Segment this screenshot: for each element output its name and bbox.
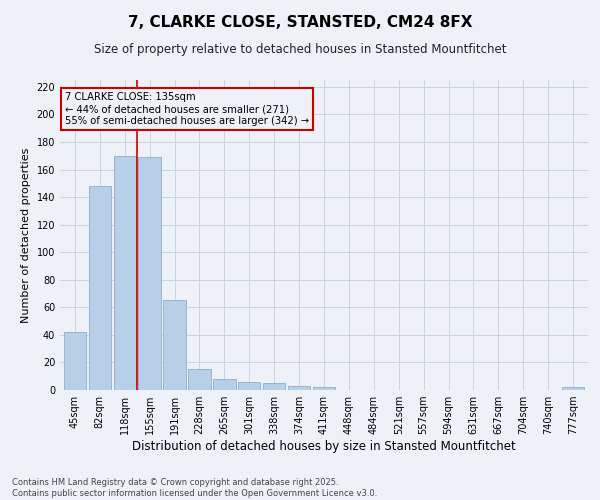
Bar bbox=[288, 386, 310, 390]
Bar bbox=[139, 157, 161, 390]
Bar bbox=[113, 156, 136, 390]
Bar bbox=[64, 332, 86, 390]
Bar bbox=[89, 186, 111, 390]
Text: Size of property relative to detached houses in Stansted Mountfitchet: Size of property relative to detached ho… bbox=[94, 42, 506, 56]
Text: Contains HM Land Registry data © Crown copyright and database right 2025.
Contai: Contains HM Land Registry data © Crown c… bbox=[12, 478, 377, 498]
Text: 7, CLARKE CLOSE, STANSTED, CM24 8FX: 7, CLARKE CLOSE, STANSTED, CM24 8FX bbox=[128, 15, 472, 30]
Bar bbox=[562, 387, 584, 390]
Bar bbox=[188, 370, 211, 390]
Bar bbox=[213, 379, 236, 390]
Bar bbox=[313, 387, 335, 390]
Bar bbox=[163, 300, 186, 390]
Text: 7 CLARKE CLOSE: 135sqm
← 44% of detached houses are smaller (271)
55% of semi-de: 7 CLARKE CLOSE: 135sqm ← 44% of detached… bbox=[65, 92, 310, 126]
Bar bbox=[263, 383, 286, 390]
Y-axis label: Number of detached properties: Number of detached properties bbox=[21, 148, 31, 322]
X-axis label: Distribution of detached houses by size in Stansted Mountfitchet: Distribution of detached houses by size … bbox=[132, 440, 516, 453]
Bar bbox=[238, 382, 260, 390]
